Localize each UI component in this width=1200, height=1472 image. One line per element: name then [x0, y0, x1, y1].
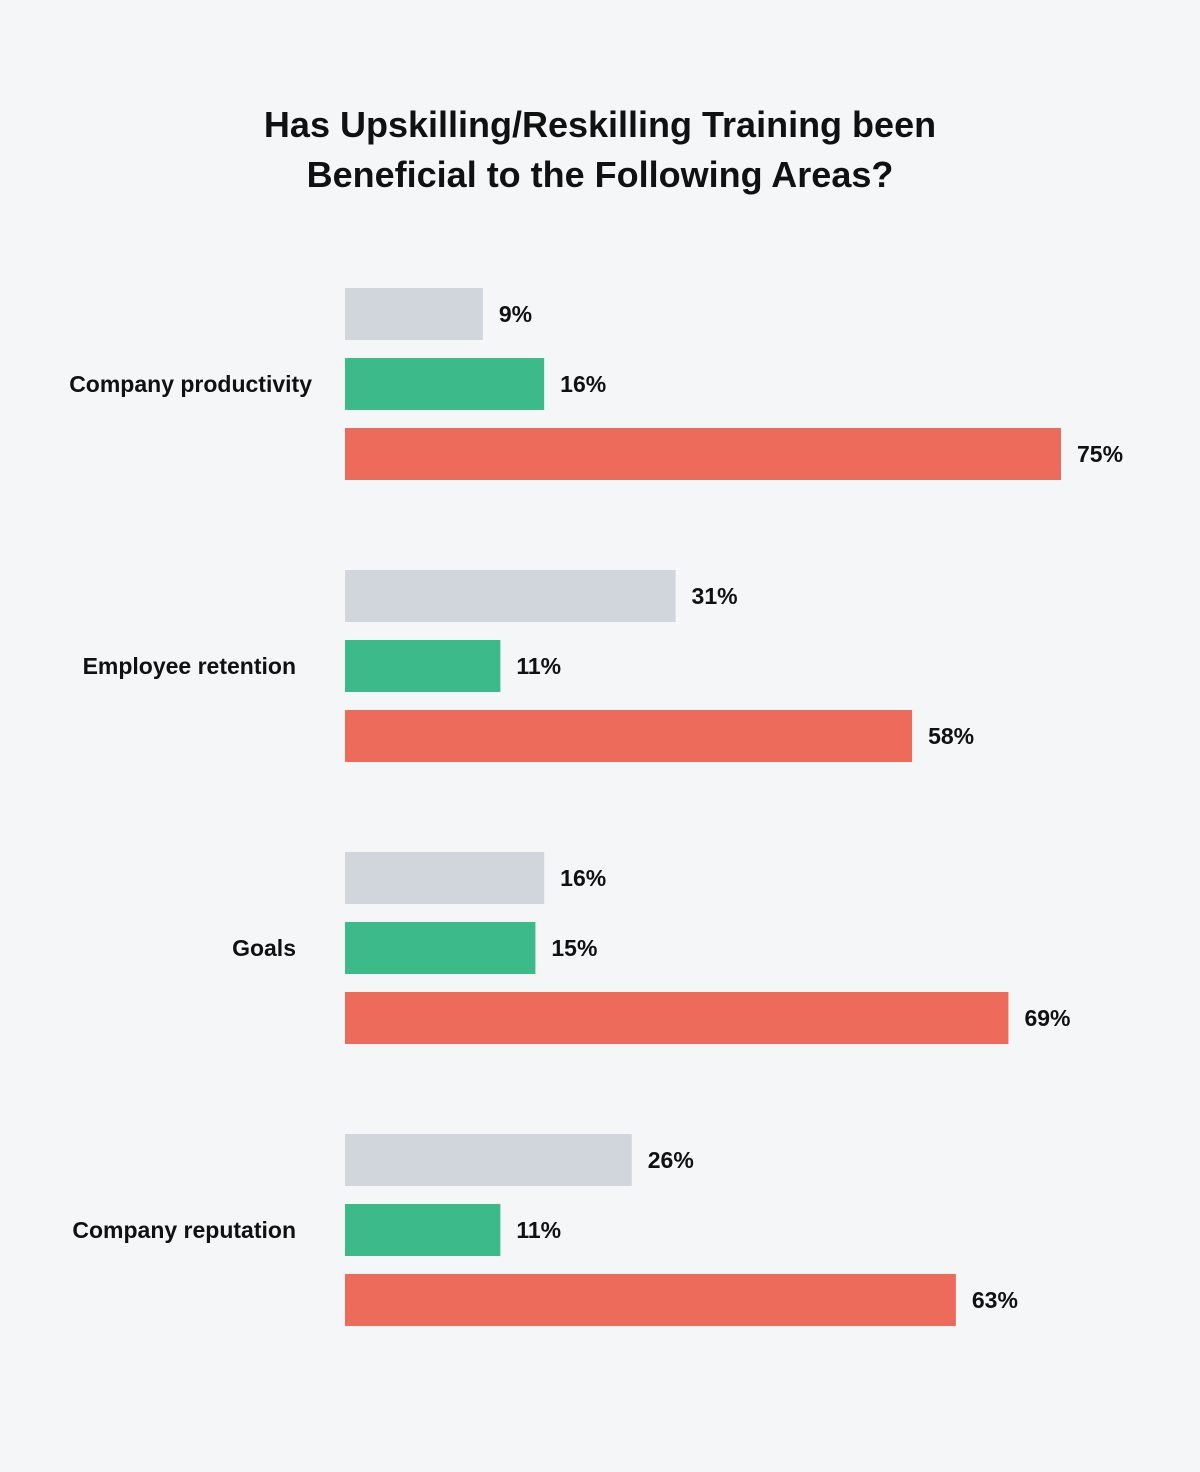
data-label: 11%: [516, 1217, 561, 1243]
data-label: 11%: [516, 653, 561, 679]
chart-title: Has Upskilling/Reskilling Training been …: [0, 100, 1200, 200]
data-label: 9%: [499, 301, 532, 327]
bar: [345, 640, 501, 692]
chart-title-line-1: Has Upskilling/Reskilling Training been: [263, 104, 937, 145]
bar: [345, 570, 676, 622]
bar: [345, 852, 545, 904]
chart-title-line-2: Beneficial to the Following Areas?: [306, 154, 894, 195]
data-label: 16%: [560, 371, 606, 397]
data-label: 69%: [1024, 1005, 1070, 1031]
category-label: Company reputation: [72, 1217, 296, 1243]
data-label: 63%: [972, 1287, 1018, 1313]
bar: [345, 288, 483, 340]
bar: [345, 428, 1061, 480]
data-label: 15%: [551, 935, 597, 961]
category-label: Employee retention: [83, 653, 296, 679]
bar: [345, 922, 536, 974]
data-label: 75%: [1077, 441, 1123, 467]
bar: [345, 992, 1009, 1044]
data-label: 26%: [648, 1147, 694, 1173]
data-label: 31%: [692, 583, 738, 609]
bar: [345, 358, 545, 410]
bar: [345, 1204, 501, 1256]
bar: [345, 710, 913, 762]
category-label: Goals: [232, 935, 296, 961]
data-label: 58%: [928, 723, 974, 749]
category-label: Company productivity: [69, 371, 312, 397]
data-label: 16%: [560, 865, 606, 891]
bar: [345, 1274, 956, 1326]
bar: [345, 1134, 632, 1186]
